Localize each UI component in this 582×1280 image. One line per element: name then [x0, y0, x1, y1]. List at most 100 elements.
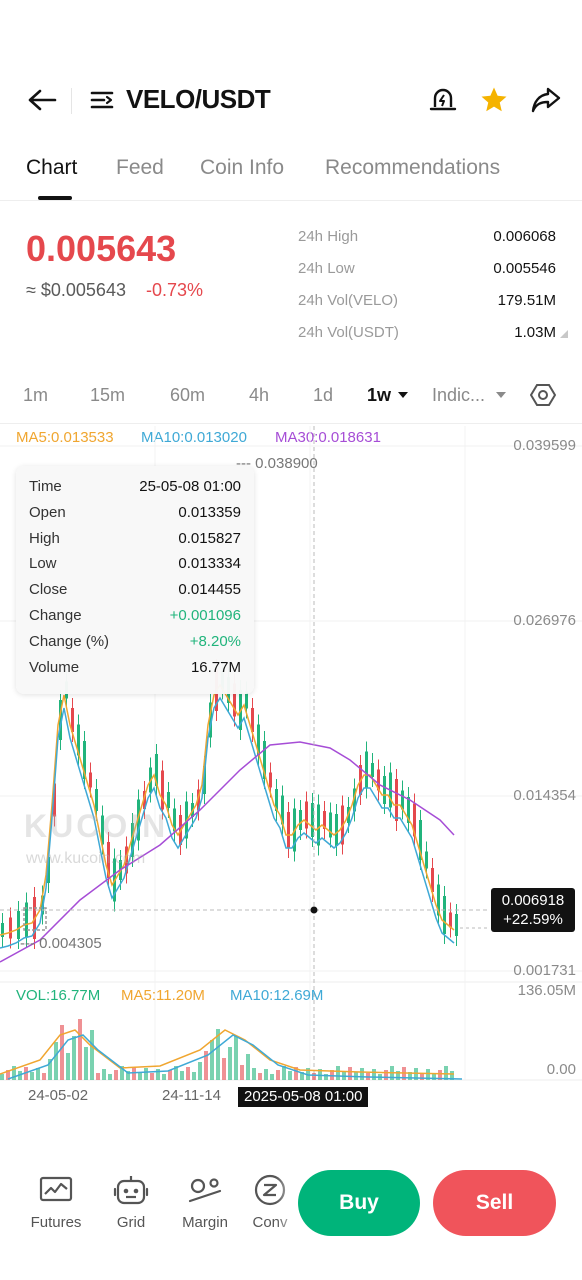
price-alert-icon[interactable]	[428, 84, 458, 116]
volume-bar	[108, 1074, 112, 1080]
star-icon[interactable]	[478, 84, 510, 116]
tooltip-key: Low	[29, 555, 57, 573]
candle-body	[401, 790, 404, 810]
volume-bar	[114, 1070, 118, 1080]
candle-body	[443, 896, 446, 934]
volume-bar	[324, 1074, 328, 1080]
volume-bar	[36, 1068, 40, 1080]
tooltip-key: Change (%)	[29, 632, 110, 650]
price-usd: ≈ $0.005643	[26, 280, 126, 300]
tooltip-key: Volume	[29, 658, 80, 676]
volume-bar	[420, 1073, 424, 1080]
volume-bar	[156, 1069, 160, 1080]
nav-futures[interactable]: Futures	[24, 1172, 88, 1231]
candle-body	[455, 914, 458, 936]
candle-body	[353, 788, 356, 812]
volume-bar	[78, 1019, 82, 1080]
indicators-dropdown-icon[interactable]	[496, 392, 506, 398]
volume-bar	[360, 1068, 364, 1080]
pair-list-icon[interactable]	[88, 86, 116, 114]
volume-bar	[438, 1070, 442, 1080]
volume-bar	[312, 1073, 316, 1080]
volume-bar	[240, 1065, 244, 1080]
candle-body	[77, 724, 80, 756]
candle-body	[419, 820, 422, 860]
interval-4h[interactable]: 4h	[249, 385, 270, 405]
tooltip-row: Volume 16.77M	[29, 659, 241, 685]
tab-recommendations[interactable]: Recommendations	[325, 156, 501, 179]
volume-bar	[444, 1066, 448, 1080]
candle-body	[89, 772, 92, 788]
candle-body	[197, 789, 200, 811]
drawing-tool-marker	[23, 907, 47, 931]
candle-body	[371, 763, 374, 777]
tab-chart[interactable]: Chart	[26, 156, 78, 179]
ma5-legend: MA5:0.013533	[16, 429, 114, 446]
interval-60m[interactable]: 60m	[170, 385, 206, 405]
last-price: 0.005643	[26, 228, 177, 269]
interval-dropdown-icon[interactable]	[398, 392, 408, 398]
volume-bar	[72, 1036, 76, 1080]
candle-body	[305, 801, 308, 829]
stat-value-24h-high: 0.006068	[493, 228, 556, 245]
crosshair-time-badge: 2025-05-08 01:00	[238, 1087, 369, 1107]
tooltip-row: High 0.015827	[29, 530, 241, 556]
tooltip-value: 0.015827	[178, 529, 241, 547]
tooltip-value: 0.014455	[178, 581, 241, 599]
volume-bar	[126, 1071, 130, 1080]
volume-bar	[102, 1069, 106, 1080]
volume-bar	[330, 1070, 334, 1080]
settings-hexagon-icon[interactable]	[528, 380, 558, 410]
nav-label: Grid	[116, 1214, 146, 1231]
volume-bar	[228, 1047, 232, 1080]
candle-body	[83, 741, 86, 779]
candle-body	[167, 792, 170, 808]
tab-feed[interactable]: Feed	[116, 156, 164, 179]
nav-margin[interactable]: Margin	[173, 1172, 237, 1231]
candle-body	[437, 884, 440, 916]
buy-button[interactable]: Buy	[298, 1170, 420, 1236]
nav-grid[interactable]: Grid	[99, 1172, 163, 1231]
ma30-line	[0, 741, 455, 963]
tabs-divider	[0, 200, 582, 201]
candle-body	[251, 708, 254, 732]
volume-bar	[6, 1070, 10, 1080]
interval-1w[interactable]: 1w	[367, 385, 392, 405]
volume-bar	[210, 1040, 214, 1080]
tooltip-row: Time 25-05-08 01:00	[29, 478, 241, 504]
candle-body	[407, 797, 410, 823]
volume-bar	[258, 1073, 262, 1080]
volume-bar	[192, 1072, 196, 1080]
candle-body	[17, 911, 20, 939]
tooltip-row: Change (%) +8.20%	[29, 633, 241, 659]
volume-bar	[408, 1072, 412, 1080]
volume-bar	[138, 1072, 142, 1080]
volume-bar	[216, 1029, 220, 1080]
corner-triangle-icon	[560, 330, 568, 338]
tab-coin-info[interactable]: Coin Info	[200, 156, 285, 179]
interval-1m[interactable]: 1m	[23, 385, 49, 405]
interval-1d[interactable]: 1d	[313, 385, 334, 405]
volume-bar	[66, 1053, 70, 1080]
interval-15m[interactable]: 15m	[90, 385, 126, 405]
candlestick-chart[interactable]	[0, 423, 582, 1088]
volume-bar	[372, 1069, 376, 1080]
volume-bar	[60, 1025, 64, 1080]
candle-body	[161, 770, 164, 810]
sell-button[interactable]: Sell	[433, 1170, 556, 1236]
candle-body	[299, 810, 302, 830]
pair-title[interactable]: VELO/USDT	[126, 84, 271, 114]
volume-bar	[150, 1073, 154, 1080]
volume-axis-label: 0.00	[546, 1061, 576, 1078]
candle-body	[9, 917, 12, 939]
candle-body	[245, 691, 248, 709]
back-arrow-icon[interactable]	[24, 84, 60, 116]
volume-axis-label: 136.05M	[517, 982, 576, 999]
volume-bar	[168, 1070, 172, 1080]
indicators-menu[interactable]: Indic...	[432, 385, 486, 405]
share-icon[interactable]	[530, 84, 562, 116]
candle-body	[47, 857, 50, 883]
stat-value-24h-vol-base: 179.51M	[497, 292, 556, 309]
volume-bar	[30, 1072, 34, 1080]
volume-bar	[162, 1074, 166, 1080]
